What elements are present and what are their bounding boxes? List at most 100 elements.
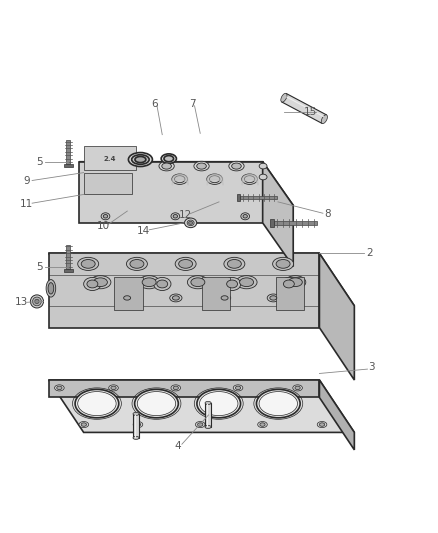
Ellipse shape: [173, 386, 178, 390]
Ellipse shape: [78, 257, 99, 270]
Ellipse shape: [164, 156, 173, 161]
Ellipse shape: [207, 174, 223, 184]
Polygon shape: [49, 380, 354, 432]
Ellipse shape: [128, 152, 152, 166]
Ellipse shape: [134, 390, 178, 418]
Ellipse shape: [194, 161, 209, 171]
Ellipse shape: [55, 385, 64, 391]
Ellipse shape: [259, 392, 297, 416]
Ellipse shape: [103, 215, 108, 218]
Polygon shape: [240, 196, 277, 199]
Ellipse shape: [259, 163, 267, 169]
Ellipse shape: [132, 155, 149, 164]
Ellipse shape: [79, 422, 88, 427]
Polygon shape: [49, 253, 319, 328]
Polygon shape: [276, 277, 304, 310]
Ellipse shape: [171, 385, 180, 391]
Ellipse shape: [226, 280, 237, 288]
Ellipse shape: [195, 422, 205, 427]
Ellipse shape: [124, 296, 131, 300]
Ellipse shape: [101, 213, 110, 220]
Ellipse shape: [137, 392, 176, 416]
Polygon shape: [133, 414, 139, 438]
Ellipse shape: [270, 296, 277, 300]
Ellipse shape: [87, 280, 98, 288]
Ellipse shape: [260, 423, 265, 426]
Text: 15: 15: [304, 107, 317, 117]
Polygon shape: [49, 253, 354, 306]
Ellipse shape: [133, 437, 139, 439]
Text: 12: 12: [178, 210, 191, 220]
Text: 5: 5: [37, 157, 43, 167]
Text: 10: 10: [97, 221, 110, 231]
Text: 8: 8: [324, 209, 331, 219]
Ellipse shape: [142, 278, 156, 287]
Ellipse shape: [173, 296, 179, 300]
Ellipse shape: [170, 294, 182, 302]
Ellipse shape: [229, 161, 244, 171]
Ellipse shape: [221, 296, 228, 300]
Ellipse shape: [276, 260, 290, 268]
Ellipse shape: [240, 278, 254, 287]
Ellipse shape: [93, 278, 107, 287]
Polygon shape: [84, 147, 136, 171]
Ellipse shape: [109, 385, 118, 391]
Ellipse shape: [153, 277, 171, 290]
Ellipse shape: [198, 423, 203, 426]
Ellipse shape: [197, 390, 240, 418]
Ellipse shape: [272, 257, 293, 270]
Ellipse shape: [233, 385, 243, 391]
Ellipse shape: [184, 218, 197, 228]
Text: 11: 11: [20, 199, 34, 209]
Ellipse shape: [75, 390, 119, 418]
Text: 14: 14: [137, 225, 151, 236]
Ellipse shape: [30, 295, 43, 308]
Ellipse shape: [159, 161, 174, 171]
Ellipse shape: [191, 278, 205, 287]
Text: 2.4: 2.4: [104, 156, 116, 161]
Text: 3: 3: [368, 362, 375, 372]
Ellipse shape: [81, 423, 86, 426]
Ellipse shape: [241, 213, 250, 220]
Ellipse shape: [227, 260, 241, 268]
Polygon shape: [270, 219, 274, 227]
Ellipse shape: [243, 215, 247, 218]
Ellipse shape: [48, 282, 54, 294]
Polygon shape: [319, 253, 354, 380]
Ellipse shape: [285, 276, 306, 289]
Ellipse shape: [197, 163, 206, 169]
Ellipse shape: [200, 392, 238, 416]
Polygon shape: [79, 161, 293, 205]
Polygon shape: [64, 269, 73, 272]
Ellipse shape: [179, 260, 193, 268]
Polygon shape: [282, 93, 327, 124]
Polygon shape: [79, 161, 263, 223]
Polygon shape: [67, 140, 71, 164]
Ellipse shape: [111, 386, 116, 390]
Ellipse shape: [135, 157, 146, 163]
Ellipse shape: [78, 392, 116, 416]
Polygon shape: [205, 403, 211, 427]
Polygon shape: [263, 161, 293, 266]
Ellipse shape: [235, 386, 240, 390]
Ellipse shape: [189, 221, 193, 224]
Text: 13: 13: [15, 297, 28, 308]
Polygon shape: [201, 277, 230, 310]
Ellipse shape: [293, 385, 302, 391]
Ellipse shape: [139, 276, 159, 289]
Ellipse shape: [32, 297, 41, 306]
Ellipse shape: [321, 115, 328, 124]
Polygon shape: [84, 173, 132, 195]
Ellipse shape: [127, 257, 148, 270]
Ellipse shape: [205, 401, 211, 405]
Ellipse shape: [187, 276, 208, 289]
Ellipse shape: [223, 277, 241, 290]
Ellipse shape: [281, 93, 287, 102]
Polygon shape: [67, 245, 71, 269]
Ellipse shape: [187, 220, 194, 225]
Ellipse shape: [219, 294, 231, 302]
Ellipse shape: [319, 423, 325, 426]
Polygon shape: [114, 277, 143, 310]
Ellipse shape: [130, 260, 144, 268]
Ellipse shape: [259, 174, 267, 180]
